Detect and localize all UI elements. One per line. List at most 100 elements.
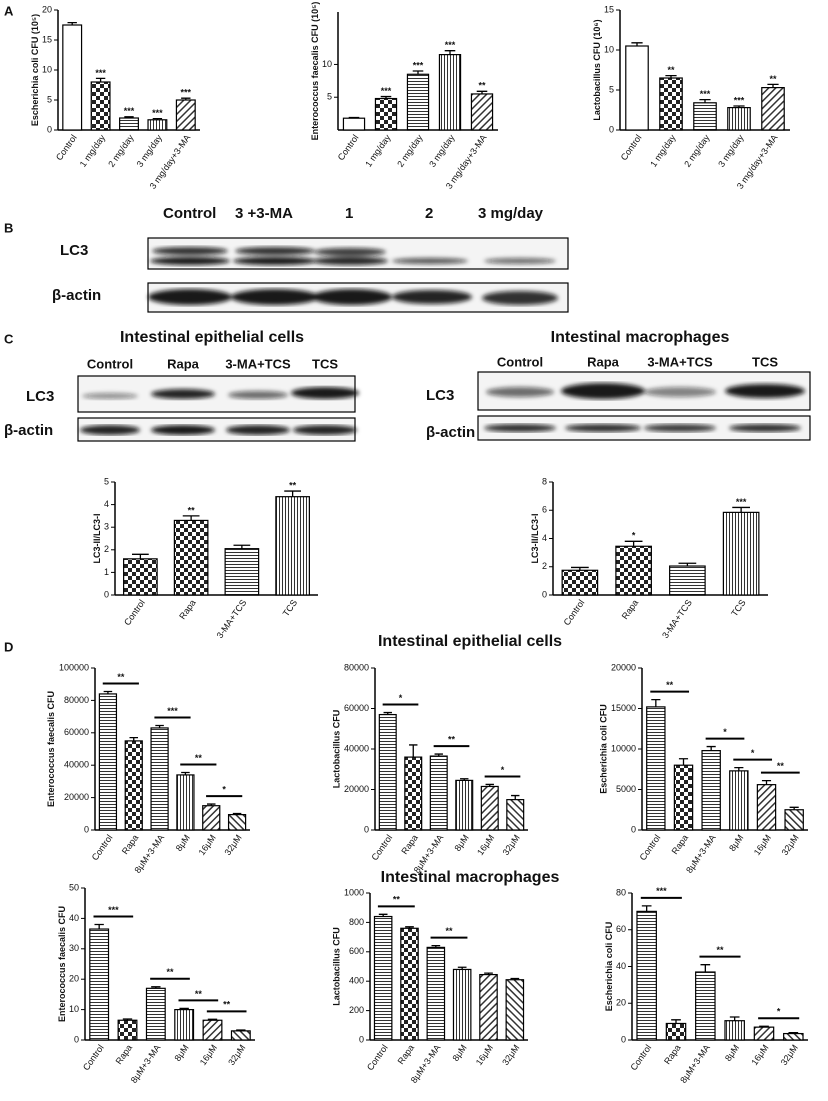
error-bar	[409, 744, 418, 758]
x-tick-label: Rapa	[396, 1043, 417, 1066]
y-axis-label: Enterococcus faecalis CFU	[57, 906, 67, 1022]
bar	[659, 77, 683, 131]
y-tick-label: 1	[104, 567, 109, 577]
y-tick-label: 60	[616, 924, 626, 934]
x-tick-label: Control	[628, 1043, 653, 1073]
bar	[506, 799, 525, 831]
significance-label: ***	[734, 95, 745, 105]
bar	[646, 706, 666, 831]
error-bar	[788, 1032, 799, 1034]
lane-label: 3-MA+TCS	[647, 354, 713, 369]
blot-band	[392, 290, 472, 304]
blot-band	[233, 257, 317, 265]
lane-label: Rapa	[587, 354, 620, 369]
y-tick-label: 80	[616, 887, 626, 897]
significance-label: *	[632, 531, 636, 541]
y-tick-label: 0	[84, 824, 89, 834]
x-tick-label: 8μM	[174, 833, 192, 853]
y-tick-label: 15	[42, 34, 52, 44]
error-bar	[383, 711, 392, 715]
bar	[470, 93, 494, 131]
significance-label: **	[769, 74, 777, 84]
error-bar	[207, 1018, 218, 1021]
comparison-label: **	[666, 680, 674, 690]
y-tick-label: 40	[69, 913, 79, 923]
comparison-label: ***	[656, 886, 667, 896]
significance-label: **	[289, 480, 297, 490]
error-bar	[511, 794, 520, 800]
bar	[479, 973, 498, 1041]
y-tick-label: 200	[349, 1005, 364, 1015]
x-tick-label: 32μM	[500, 1043, 521, 1067]
error-bar	[94, 923, 104, 930]
x-tick-label: 1 mg/day	[363, 132, 393, 168]
error-bar	[405, 926, 414, 929]
y-tick-label: 0	[359, 1034, 364, 1044]
y-tick-label: 2	[104, 544, 109, 554]
significance-label: ***	[152, 108, 163, 118]
y-tick-label: 0	[631, 824, 636, 834]
y-tick-label: 30	[69, 943, 79, 953]
y-axis-label: LC3-II/LC3-I	[530, 513, 540, 563]
comparison-label: *	[751, 748, 755, 758]
error-bar	[179, 1007, 189, 1010]
bar	[625, 45, 649, 131]
x-tick-label: 8μM	[172, 1043, 190, 1063]
x-tick-label: Control	[336, 133, 361, 163]
error-bar	[678, 758, 689, 766]
y-tick-label: 5	[327, 92, 332, 102]
panel-label: A	[4, 3, 14, 18]
bar	[452, 968, 472, 1041]
bar	[90, 81, 111, 131]
y-axis-label: Lactobacillus CFU	[331, 710, 341, 789]
error-bar	[348, 116, 360, 119]
lane-label: 3 mg/day	[478, 205, 544, 222]
y-tick-label: 0	[542, 589, 547, 599]
error-bar	[378, 913, 388, 917]
bar	[224, 548, 260, 596]
blot-band	[293, 425, 357, 435]
y-tick-label: 0	[47, 124, 52, 134]
blot-bands	[150, 247, 556, 265]
x-tick-label: Control	[638, 833, 663, 863]
error-bar	[651, 698, 661, 707]
y-tick-label: 20	[616, 998, 626, 1008]
x-tick-label: 8μM+3-MA	[129, 1043, 163, 1085]
y-tick-label: 2	[542, 561, 547, 571]
error-bar	[232, 812, 242, 815]
blot-band	[235, 247, 315, 255]
comparison-label: *	[723, 727, 727, 737]
error-bar	[678, 562, 697, 567]
significance-label: ***	[413, 60, 424, 70]
significance-label: ***	[381, 86, 392, 96]
significance-label: ***	[124, 106, 135, 116]
y-tick-label: 100000	[59, 662, 89, 672]
error-bar	[182, 515, 200, 521]
x-tick-label: Rapa	[620, 598, 641, 621]
blot-band	[482, 291, 558, 305]
x-tick-label: 8μM	[450, 1043, 468, 1063]
blot-band	[484, 258, 556, 264]
x-tick-label: 8μM+3-MA	[678, 1043, 712, 1085]
bar	[202, 1019, 223, 1041]
bar	[123, 558, 158, 596]
x-tick-label: 16μM	[475, 833, 496, 857]
significance-label: **	[667, 65, 675, 75]
bar	[480, 785, 499, 831]
error-bar	[132, 553, 149, 559]
error-bar	[412, 70, 424, 75]
blot-band	[80, 425, 140, 435]
x-tick-label: TCS	[729, 598, 748, 618]
y-tick-label: 60000	[64, 727, 89, 737]
bar	[374, 97, 398, 131]
error-bar	[206, 803, 216, 806]
error-bar	[95, 77, 106, 82]
y-axis-label: Enterococcus faecalis CFU	[46, 691, 56, 807]
row-label: β-actin	[52, 287, 101, 304]
bar	[429, 755, 448, 831]
error-bar	[631, 42, 643, 46]
y-tick-label: 50	[69, 882, 79, 892]
blot-band	[486, 387, 554, 397]
x-tick-label: 1 mg/day	[78, 132, 108, 168]
x-tick-label: Rapa	[177, 598, 198, 621]
